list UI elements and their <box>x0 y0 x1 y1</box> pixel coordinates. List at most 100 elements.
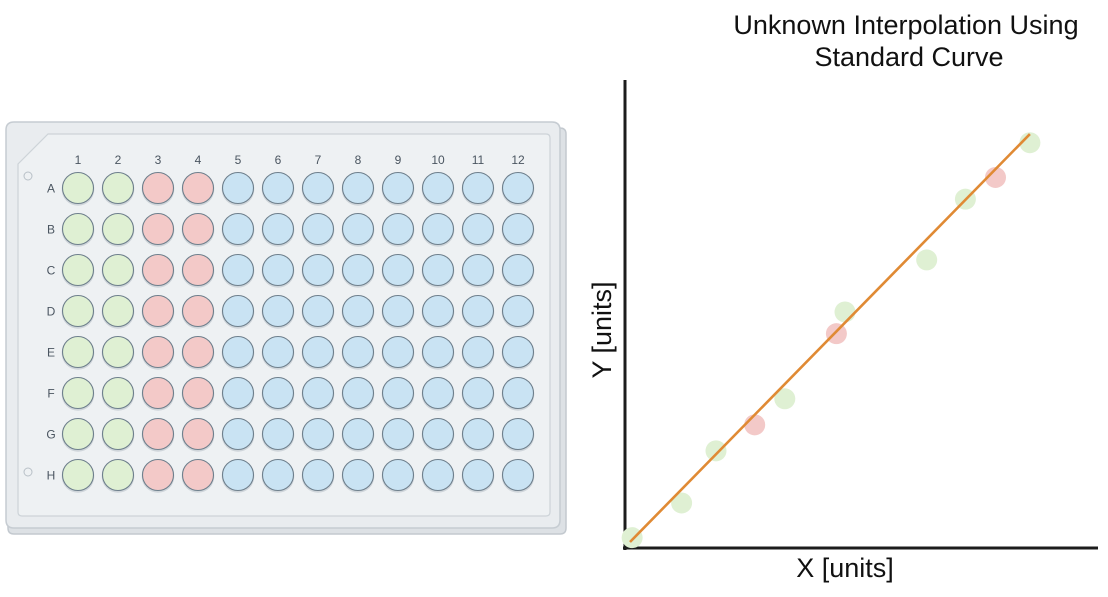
well-standard-D2 <box>101 294 135 328</box>
column-label: 3 <box>155 153 162 167</box>
well-standard-A1 <box>61 171 95 205</box>
column-label: 5 <box>235 153 242 167</box>
well-unknown-A3 <box>141 171 175 205</box>
well-standard-H2 <box>101 458 135 492</box>
well-empty-A10 <box>421 171 455 205</box>
well-empty-H12 <box>501 458 535 492</box>
unknown-point <box>744 414 766 436</box>
well-empty-F12 <box>501 376 535 410</box>
well-empty-G5 <box>221 417 255 451</box>
well-empty-A11 <box>461 171 495 205</box>
well-empty-D5 <box>221 294 255 328</box>
well-empty-B9 <box>381 212 415 246</box>
well-empty-H5 <box>221 458 255 492</box>
well-empty-A8 <box>341 171 375 205</box>
well-empty-G11 <box>461 417 495 451</box>
well-empty-C5 <box>221 253 255 287</box>
well-standard-B1 <box>61 212 95 246</box>
well-unknown-B3 <box>141 212 175 246</box>
standard-point <box>774 388 796 410</box>
well-empty-H9 <box>381 458 415 492</box>
well-empty-F10 <box>421 376 455 410</box>
well-empty-B7 <box>301 212 335 246</box>
row-label: A <box>47 182 55 196</box>
well-empty-A5 <box>221 171 255 205</box>
well-unknown-D3 <box>141 294 175 328</box>
well-standard-F1 <box>61 376 95 410</box>
well-empty-B5 <box>221 212 255 246</box>
row-label: C <box>47 264 56 278</box>
well-unknown-E4 <box>181 335 215 369</box>
well-empty-G7 <box>301 417 335 451</box>
standard-point <box>671 492 693 514</box>
well-empty-E10 <box>421 335 455 369</box>
column-label: 1 <box>75 153 82 167</box>
y-axis-label: Y [units] <box>587 281 617 378</box>
well-empty-E5 <box>221 335 255 369</box>
row-label: G <box>46 428 55 442</box>
well-empty-D7 <box>301 294 335 328</box>
well-empty-E11 <box>461 335 495 369</box>
well-empty-B11 <box>461 212 495 246</box>
row-label: B <box>47 223 55 237</box>
well-standard-G2 <box>101 417 135 451</box>
standard-point <box>621 527 643 549</box>
well-standard-E1 <box>61 335 95 369</box>
standard-point <box>834 301 856 323</box>
well-empty-G12 <box>501 417 535 451</box>
column-label: 7 <box>315 153 322 167</box>
standard-point <box>1019 132 1041 154</box>
unknown-point <box>985 166 1006 188</box>
well-unknown-A4 <box>181 171 215 205</box>
plate-notch-dot <box>23 467 33 477</box>
well-empty-H10 <box>421 458 455 492</box>
well-empty-G10 <box>421 417 455 451</box>
well-empty-E9 <box>381 335 415 369</box>
well-empty-D12 <box>501 294 535 328</box>
well-empty-H11 <box>461 458 495 492</box>
well-unknown-D4 <box>181 294 215 328</box>
well-empty-C12 <box>501 253 535 287</box>
well-empty-B10 <box>421 212 455 246</box>
well-unknown-B4 <box>181 212 215 246</box>
well-unknown-F4 <box>181 376 215 410</box>
well-empty-G6 <box>261 417 295 451</box>
well-empty-A12 <box>501 171 535 205</box>
well-empty-H7 <box>301 458 335 492</box>
chart-title-line1: Unknown Interpolation Using <box>733 10 1078 40</box>
well-empty-C6 <box>261 253 295 287</box>
well-empty-F9 <box>381 376 415 410</box>
column-label: 9 <box>395 153 402 167</box>
well-empty-F6 <box>261 376 295 410</box>
well-standard-H1 <box>61 458 95 492</box>
well-standard-G1 <box>61 417 95 451</box>
well-empty-G8 <box>341 417 375 451</box>
well-empty-H8 <box>341 458 375 492</box>
well-empty-C8 <box>341 253 375 287</box>
well-empty-A7 <box>301 171 335 205</box>
standard-point <box>916 249 938 271</box>
row-label: F <box>47 387 54 401</box>
well-empty-E7 <box>301 335 335 369</box>
well-empty-B6 <box>261 212 295 246</box>
column-label: 11 <box>472 153 485 167</box>
column-label: 8 <box>355 153 362 167</box>
well-unknown-E3 <box>141 335 175 369</box>
well-empty-E8 <box>341 335 375 369</box>
well-empty-C11 <box>461 253 495 287</box>
fit-line <box>629 133 1031 543</box>
x-axis-label: X [units] <box>796 553 894 583</box>
well-empty-D11 <box>461 294 495 328</box>
well-empty-G9 <box>381 417 415 451</box>
well-standard-D1 <box>61 294 95 328</box>
well-empty-D10 <box>421 294 455 328</box>
column-label: 4 <box>195 153 202 167</box>
well-empty-C10 <box>421 253 455 287</box>
well-standard-C1 <box>61 253 95 287</box>
well-empty-B8 <box>341 212 375 246</box>
well-empty-A9 <box>381 171 415 205</box>
well-unknown-C4 <box>181 253 215 287</box>
well-standard-A2 <box>101 171 135 205</box>
well-standard-C2 <box>101 253 135 287</box>
